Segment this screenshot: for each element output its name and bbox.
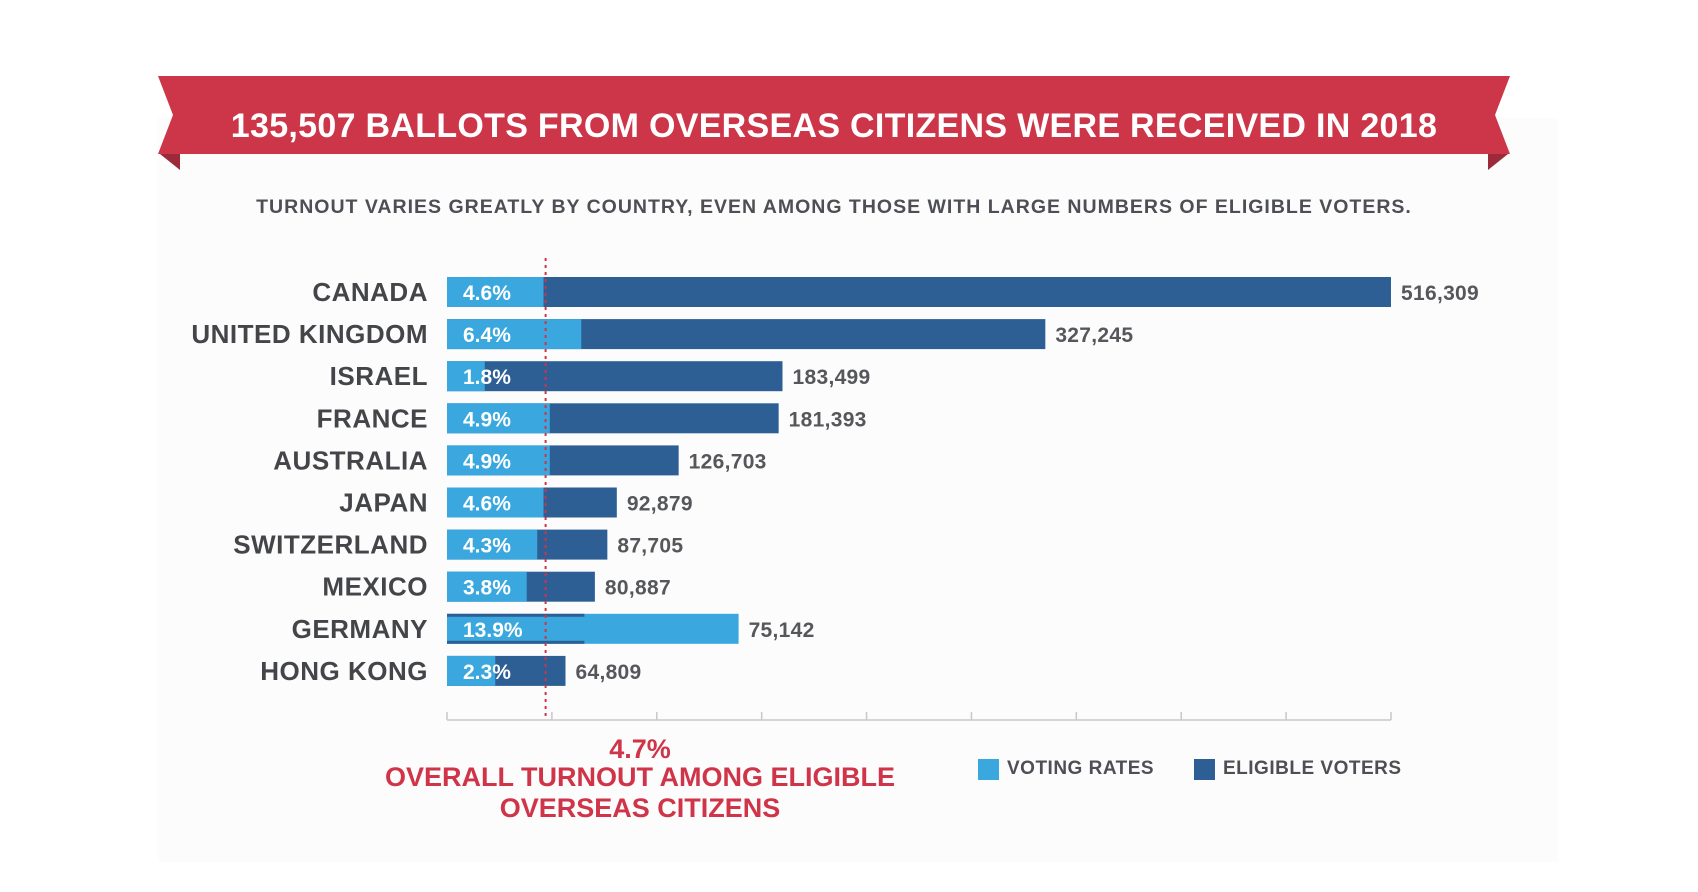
- rate-bar-france: [447, 403, 550, 434]
- title-banner: [158, 76, 1510, 170]
- value-label-canada: 516,309: [1401, 282, 1479, 305]
- value-label-israel: 183,499: [793, 366, 871, 389]
- rate-label-australia: 4.9%: [463, 450, 511, 473]
- rate-label-hong-kong: 2.3%: [463, 661, 511, 684]
- rate-label-united-kingdom: 6.4%: [463, 324, 511, 347]
- eligible-bar-germany: [447, 613, 585, 617]
- value-label-switzerland: 87,705: [617, 535, 683, 558]
- eligible-bar-israel: [447, 361, 783, 392]
- legend-item-voting-rates: VOTING RATES: [978, 758, 1154, 780]
- rate-bar-hong-kong: [447, 655, 496, 686]
- category-label-hong-kong: HONG KONG: [260, 656, 428, 686]
- page-title: 135,507 BALLOTS FROM OVERSEAS CITIZENS W…: [230, 107, 1438, 145]
- banner-fold-left: [160, 154, 180, 170]
- rate-label-germany: 13.9%: [463, 619, 523, 642]
- banner-ribbon: [158, 76, 1510, 154]
- rate-bar-switzerland: [447, 529, 538, 560]
- rate-label-switzerland: 4.3%: [463, 535, 511, 558]
- value-label-france: 181,393: [789, 408, 867, 431]
- legend-item-eligible-voters: ELIGIBLE VOTERS: [1194, 758, 1402, 780]
- value-label-australia: 126,703: [689, 450, 767, 473]
- eligible-bar-edge-germany: [447, 640, 585, 644]
- overall-turnout-label: OVERALL TURNOUT AMONG ELIGIBLE OVERSEAS …: [385, 762, 895, 823]
- rate-label-japan: 4.6%: [463, 493, 511, 516]
- value-label-hong-kong: 64,809: [575, 661, 641, 684]
- chart-panel: [158, 118, 1558, 862]
- category-label-japan: JAPAN: [339, 488, 428, 518]
- rate-bar-united-kingdom: [447, 319, 582, 350]
- overall-turnout-value: 4.7%: [609, 734, 671, 764]
- rate-bar-australia: [447, 445, 550, 476]
- rate-bar-israel: [447, 361, 485, 392]
- rate-label-israel: 1.8%: [463, 366, 511, 389]
- category-label-france: FRANCE: [317, 403, 428, 433]
- chart-subtitle: TURNOUT VARIES GREATLY BY COUNTRY, EVEN …: [256, 196, 1412, 218]
- value-label-mexico: 80,887: [605, 577, 671, 600]
- rate-bar-canada: [447, 277, 544, 307]
- rate-label-mexico: 3.8%: [463, 577, 511, 600]
- category-label-switzerland: SWITZERLAND: [233, 530, 428, 560]
- category-label-mexico: MEXICO: [322, 572, 428, 602]
- category-label-canada: CANADA: [312, 277, 428, 307]
- legend-label-eligible-voters: ELIGIBLE VOTERS: [1223, 758, 1402, 779]
- rate-bar-japan: [447, 487, 544, 518]
- rate-bar-mexico: [447, 571, 527, 602]
- legend-swatch-voting-rates: [978, 758, 999, 780]
- rate-label-canada: 4.6%: [463, 282, 511, 305]
- eligible-bar-canada: [447, 277, 1391, 307]
- rate-bar-germany: [447, 613, 739, 644]
- banner-fold-right: [1488, 154, 1508, 170]
- category-label-australia: AUSTRALIA: [273, 445, 428, 475]
- value-label-germany: 75,142: [749, 619, 815, 642]
- category-label-israel: ISRAEL: [330, 361, 428, 391]
- value-label-united-kingdom: 327,245: [1055, 324, 1133, 347]
- rate-label-france: 4.9%: [463, 408, 511, 431]
- category-label-germany: GERMANY: [292, 614, 428, 644]
- category-label-united-kingdom: UNITED KINGDOM: [191, 319, 428, 349]
- value-label-japan: 92,879: [627, 493, 693, 516]
- legend-label-voting-rates: VOTING RATES: [1007, 758, 1155, 779]
- legend-swatch-eligible-voters: [1194, 758, 1215, 780]
